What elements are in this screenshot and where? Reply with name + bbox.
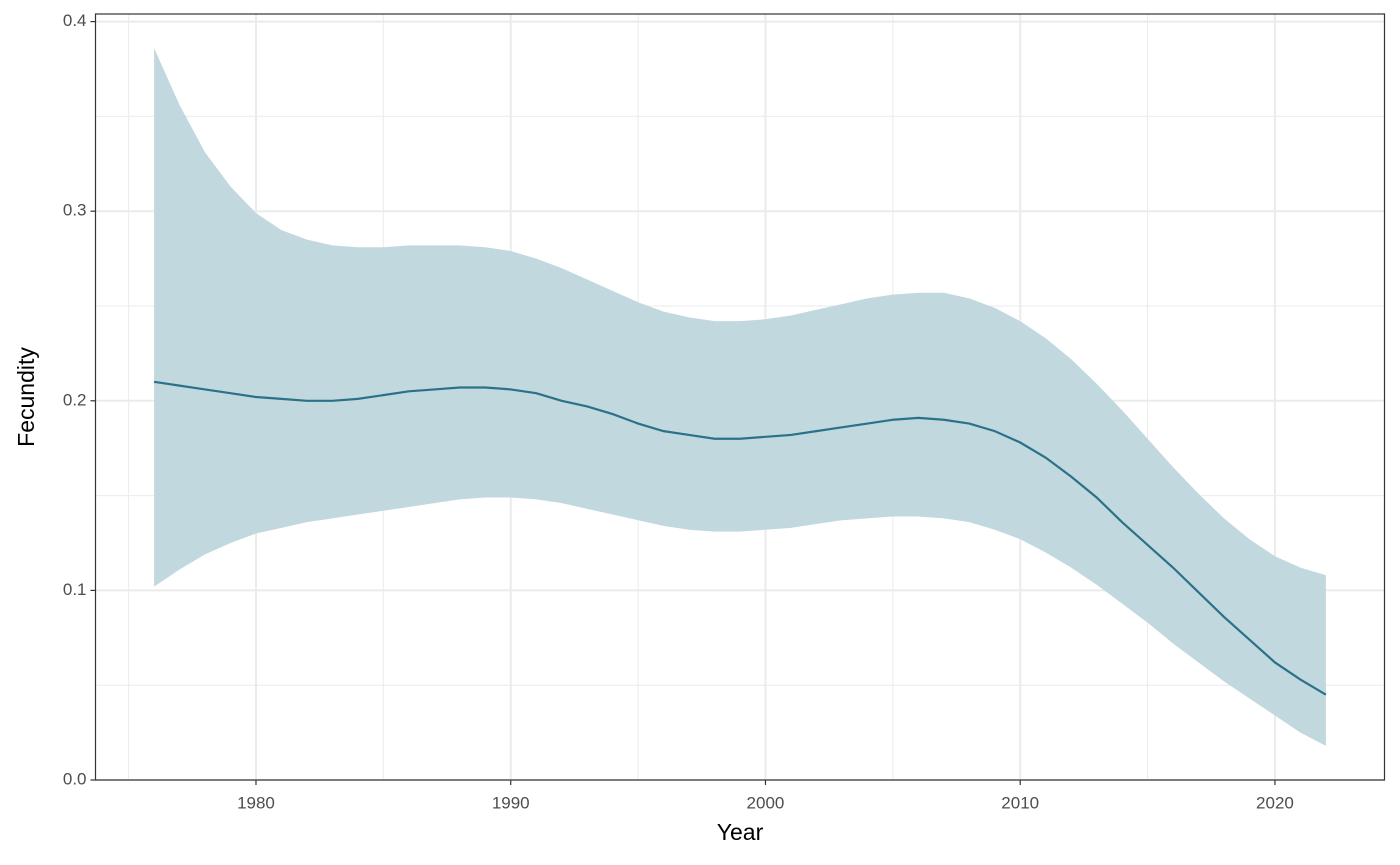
y-tick-label: 0.2	[63, 390, 87, 409]
y-tick-label: 0.3	[63, 201, 87, 220]
mean-line	[153, 380, 1327, 696]
y-tick-label: 0.0	[63, 769, 87, 788]
x-tick-label: 2020	[1256, 793, 1294, 812]
panel-border	[94, 13, 1386, 781]
confidence-band	[154, 48, 1326, 746]
x-tick-label: 1990	[492, 793, 530, 812]
y-tick-label: 0.4	[63, 11, 87, 30]
y-axis-title: Fecundity	[13, 347, 39, 447]
x-tick-label: 2010	[1001, 793, 1039, 812]
x-axis-title: Year	[717, 819, 764, 845]
x-tick-label: 1980	[237, 793, 275, 812]
y-tick-label: 0.1	[63, 580, 87, 599]
x-tick-label: 2000	[747, 793, 785, 812]
